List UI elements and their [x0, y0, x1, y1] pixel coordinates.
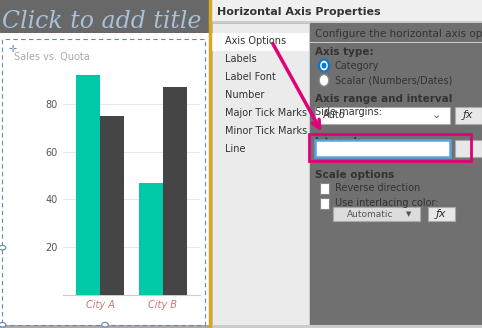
Bar	[334, 207, 420, 221]
Bar	[100, 115, 124, 295]
Text: Number: Number	[226, 90, 265, 100]
Text: ⌄: ⌄	[431, 111, 441, 120]
Text: ƒx: ƒx	[436, 209, 447, 219]
Text: 1: 1	[322, 144, 329, 154]
Text: Labels: Labels	[226, 54, 257, 64]
Text: ƒx: ƒx	[463, 111, 474, 120]
Circle shape	[321, 63, 326, 69]
Bar	[163, 87, 187, 295]
Bar	[212, 23, 309, 328]
Bar	[212, 325, 482, 328]
Text: Scale options: Scale options	[315, 170, 394, 180]
Text: ƒx: ƒx	[463, 144, 474, 154]
Bar	[212, 33, 309, 51]
Bar	[455, 140, 482, 157]
Text: Click to add title: Click to add title	[2, 10, 202, 33]
Bar	[212, 21, 482, 23]
Text: ▼: ▼	[406, 211, 412, 217]
Text: Axis Options: Axis Options	[226, 36, 287, 46]
Bar	[310, 42, 482, 43]
Bar	[139, 183, 163, 295]
Text: Horizontal Axis Properties: Horizontal Axis Properties	[217, 8, 381, 17]
Bar	[455, 107, 482, 124]
Circle shape	[319, 60, 329, 72]
Text: Interval:: Interval:	[315, 137, 362, 147]
Bar	[309, 23, 310, 328]
Circle shape	[319, 74, 329, 86]
Bar	[320, 183, 329, 194]
Bar	[315, 107, 450, 124]
Text: Axis range and interval: Axis range and interval	[315, 94, 452, 104]
Text: Line: Line	[226, 144, 246, 154]
Text: Sales vs. Quota: Sales vs. Quota	[14, 52, 90, 62]
Text: Minor Tick Marks: Minor Tick Marks	[226, 126, 308, 136]
Bar	[77, 75, 100, 295]
Bar	[320, 198, 329, 209]
Bar	[315, 140, 450, 157]
Text: Auto: Auto	[322, 111, 345, 120]
Text: Side margins:: Side margins:	[315, 107, 382, 116]
Text: Configure the horizontal axis op: Configure the horizontal axis op	[315, 30, 482, 39]
Bar	[309, 134, 471, 161]
Text: Scalar (Numbers/Dates): Scalar (Numbers/Dates)	[335, 75, 452, 85]
Text: Use interlacing color:: Use interlacing color:	[335, 198, 439, 208]
Text: ⌄: ⌄	[431, 144, 441, 154]
Text: Axis type:: Axis type:	[315, 48, 373, 57]
Text: Label Font: Label Font	[226, 72, 276, 82]
Text: Automatic: Automatic	[347, 210, 393, 219]
Bar	[212, 0, 482, 21]
Text: Reverse direction: Reverse direction	[335, 183, 421, 193]
Text: ✛: ✛	[9, 44, 17, 54]
Text: Category: Category	[335, 61, 379, 71]
Text: Major Tick Marks: Major Tick Marks	[226, 108, 308, 118]
Bar	[428, 207, 455, 221]
